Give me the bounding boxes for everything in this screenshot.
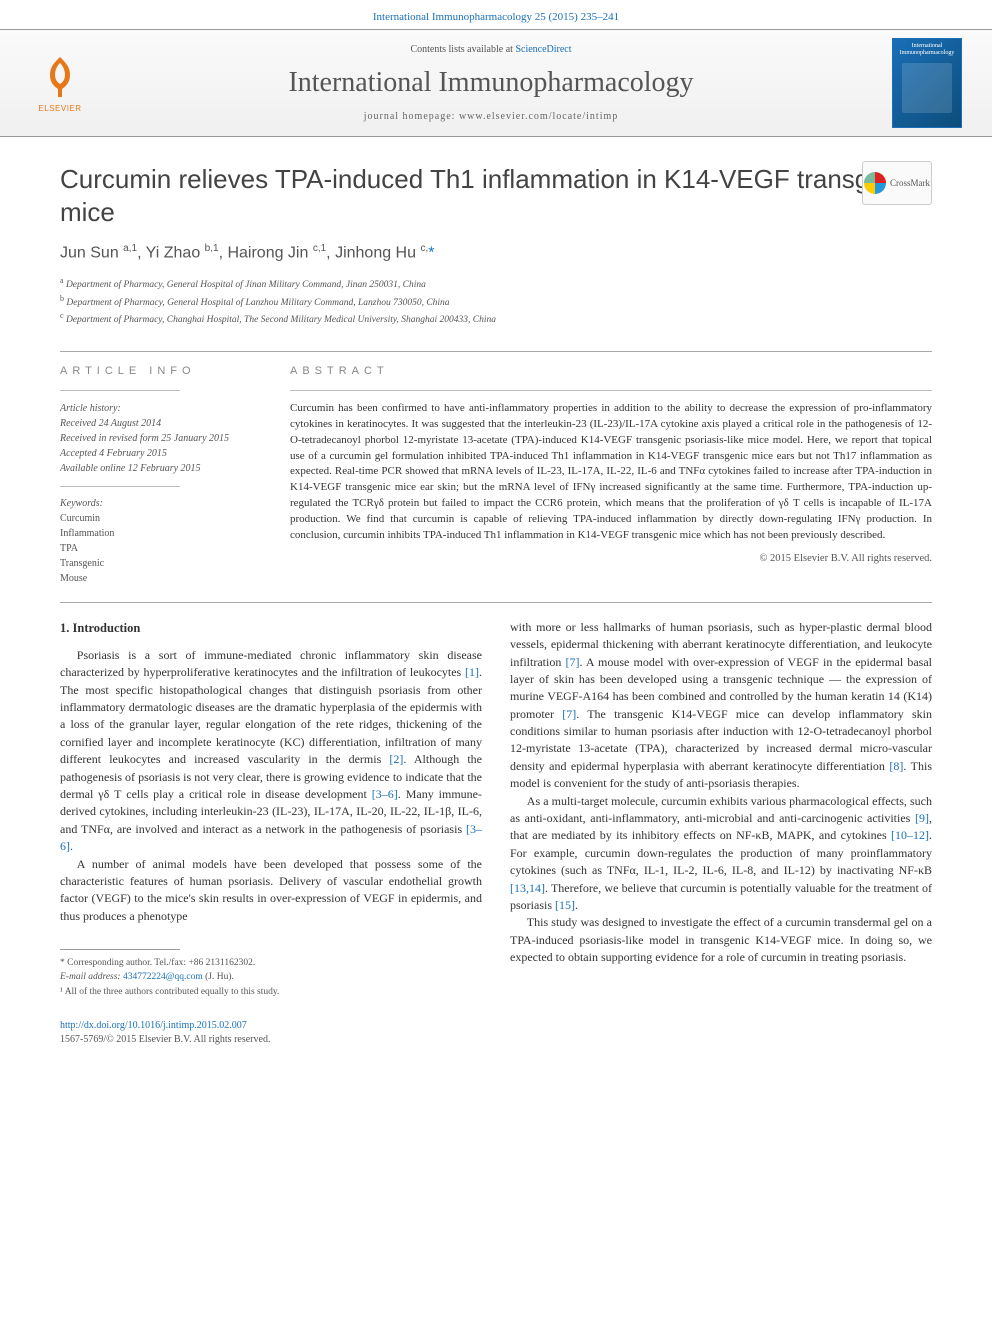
body-paragraph: with more or less hallmarks of human pso… [510,619,932,793]
crossmark-label: CrossMark [890,177,930,190]
keywords: Curcumin Inflammation TPA Transgenic Mou… [60,511,260,586]
abstract-text: Curcumin has been confirmed to have anti… [290,401,932,544]
footnotes-rule [60,949,180,950]
short-rule [60,486,180,487]
crossmark-icon [864,172,886,194]
intro-heading: 1. Introduction [60,619,482,637]
history-label: Article history: [60,401,260,416]
publisher-name: ELSEVIER [38,103,81,114]
short-rule [60,390,180,391]
article-history: Article history: Received 24 August 2014… [60,401,260,476]
affiliation: b Department of Pharmacy, General Hospit… [60,293,932,310]
email-line: E-mail address: 434772224@qq.com (J. Hu)… [60,970,482,984]
journal-cover-title: International Immunopharmacology [897,43,957,56]
journal-cover-image [902,63,952,113]
body-paragraph: Psoriasis is a sort of immune-mediated c… [60,647,482,856]
body-paragraph: As a multi-target molecule, curcumin exh… [510,793,932,915]
homepage-line: journal homepage: www.elsevier.com/locat… [90,110,892,124]
equal-contribution: ¹ All of the three authors contributed e… [60,985,482,999]
body-paragraph: A number of animal models have been deve… [60,856,482,926]
body-paragraph: This study was designed to investigate t… [510,914,932,966]
top-citation-link[interactable]: International Immunopharmacology 25 (201… [373,11,619,23]
short-rule [290,390,932,391]
history-item: Accepted 4 February 2015 [60,446,260,461]
contents-prefix: Contents lists available at [410,44,515,55]
tree-icon [36,53,84,101]
history-item: Received 24 August 2014 [60,416,260,431]
keyword: Inflammation [60,526,260,541]
corresponding-author: * Corresponding author. Tel./fax: +86 21… [60,956,482,970]
affiliation: c Department of Pharmacy, Changhai Hospi… [60,310,932,327]
header-center: Contents lists available at ScienceDirec… [90,43,892,124]
article-head: CrossMark Curcumin relieves TPA-induced … [0,137,992,337]
crossmark-badge[interactable]: CrossMark [862,161,932,205]
right-column: with more or less hallmarks of human pso… [510,619,932,999]
doi-link[interactable]: http://dx.doi.org/10.1016/j.intimp.2015.… [60,1020,247,1031]
abstract: ABSTRACT Curcumin has been confirmed to … [290,364,932,585]
journal-name: International Immunopharmacology [90,63,892,102]
keyword: Curcumin [60,511,260,526]
keyword: Mouse [60,571,260,586]
email-link[interactable]: 434772224@qq.com [123,972,203,982]
journal-homepage: www.elsevier.com/locate/intimp [459,111,618,122]
body-columns: 1. Introduction Psoriasis is a sort of i… [0,619,992,999]
homepage-prefix: journal homepage: [364,111,459,122]
issn-copyright: 1567-5769/© 2015 Elsevier B.V. All right… [60,1033,932,1047]
history-item: Received in revised form 25 January 2015 [60,431,260,446]
page-footer: http://dx.doi.org/10.1016/j.intimp.2015.… [0,999,992,1077]
affiliations: a Department of Pharmacy, General Hospit… [60,275,932,327]
contents-line: Contents lists available at ScienceDirec… [90,43,892,57]
article-info: ARTICLE INFO Article history: Received 2… [60,364,260,585]
affiliation: a Department of Pharmacy, General Hospit… [60,275,932,292]
left-column: 1. Introduction Psoriasis is a sort of i… [60,619,482,999]
abstract-label: ABSTRACT [290,364,932,379]
top-citation: International Immunopharmacology 25 (201… [0,0,992,29]
journal-cover: International Immunopharmacology [892,38,962,128]
publisher-logo: ELSEVIER [30,48,90,118]
journal-header: ELSEVIER Contents lists available at Sci… [0,29,992,137]
article-title: Curcumin relieves TPA-induced Th1 inflam… [60,163,932,228]
abstract-copyright: © 2015 Elsevier B.V. All rights reserved… [290,552,932,567]
keyword: TPA [60,541,260,556]
rule [60,351,932,352]
keyword: Transgenic [60,556,260,571]
history-item: Available online 12 February 2015 [60,461,260,476]
sciencedirect-link[interactable]: ScienceDirect [515,44,571,55]
rule [60,602,932,603]
authors: Jun Sun a,1, Yi Zhao b,1, Hairong Jin c,… [60,242,932,265]
footnotes: * Corresponding author. Tel./fax: +86 21… [60,956,482,999]
info-abstract-row: ARTICLE INFO Article history: Received 2… [0,364,992,585]
keywords-label: Keywords: [60,497,260,511]
article-info-label: ARTICLE INFO [60,364,260,379]
